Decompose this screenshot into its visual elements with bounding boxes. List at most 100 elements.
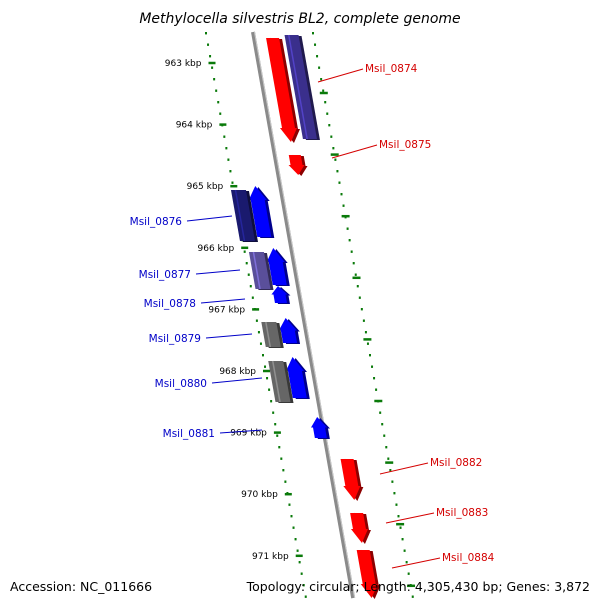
scale-dot-right xyxy=(397,515,400,518)
scale-dot-right xyxy=(314,43,317,46)
gene-label-msil_0874: Msil_0874 xyxy=(365,63,418,75)
scale-dot-right xyxy=(334,158,337,161)
scale-dot-right xyxy=(362,319,365,322)
scale-dot-left xyxy=(259,342,262,345)
scale-dot-right xyxy=(399,526,402,529)
scale-dot-left xyxy=(245,262,248,265)
scale-ticks: 963 kbp 964 kbp 965 kbp 966 kbp 967 kbp 968 k… xyxy=(165,32,416,598)
scale-dot-left xyxy=(300,572,303,575)
scale-tick-label: 963 kbp xyxy=(165,59,202,69)
scale-tick-label: 970 kbp xyxy=(241,490,278,500)
leader-line xyxy=(379,462,429,475)
gene-label-msil_0878: Msil_0878 xyxy=(144,298,196,310)
leader-line xyxy=(186,215,233,222)
scale-dot-left xyxy=(266,377,269,380)
scale-dot-right xyxy=(348,239,351,242)
scale-dot-left xyxy=(288,503,291,506)
scale-dot-right xyxy=(326,112,329,115)
scale-dot-left xyxy=(255,319,258,322)
gene-arrow-msil_0876 xyxy=(248,186,275,238)
cog-bar-msil_0874 xyxy=(284,34,320,140)
gene-arrow-msil_0875 xyxy=(288,154,308,176)
leader-line xyxy=(200,298,246,304)
cog-bar-msil_0877-highlight xyxy=(252,251,261,290)
gene-arrow-msil_0882-highlight xyxy=(343,458,350,487)
scale-dot-right xyxy=(336,170,339,173)
scale-dot-left xyxy=(304,595,307,598)
leader-line xyxy=(317,68,364,83)
scale-dot-left xyxy=(276,434,279,437)
scale-tick-label: 964 kbp xyxy=(176,121,213,131)
gene-arrow-msil_0883-body xyxy=(350,513,368,543)
scale-dot-left xyxy=(302,584,305,587)
gene-arrow-msil_0882-body xyxy=(340,459,361,500)
scale-dot-right xyxy=(383,434,386,437)
gene-arrow-msil_0883-highlight xyxy=(353,512,358,530)
scale-dot-right xyxy=(338,181,341,184)
scale-dot-right xyxy=(401,538,404,541)
scale-dot-left xyxy=(294,538,297,541)
gene-arrow-msil_0879-highlight xyxy=(284,330,288,344)
scale-dot-right xyxy=(350,250,353,253)
scale-dot-left xyxy=(292,526,295,529)
scale-dot-right xyxy=(320,78,323,81)
scale-tick-label: 968 kbp xyxy=(219,367,256,377)
scale-dot-right xyxy=(375,388,378,391)
gene-label-msil_0884: Msil_0884 xyxy=(442,552,495,564)
gene-label-msil_0881: Msil_0881 xyxy=(163,428,215,440)
scale-dot-right xyxy=(393,492,396,495)
scale-dot-left xyxy=(270,400,273,403)
leader-line xyxy=(331,144,378,159)
scale-dot-left xyxy=(249,285,252,288)
map-title: Methylocella silvestris BL2, complete ge… xyxy=(139,11,460,27)
gene-label-msil_0875: Msil_0875 xyxy=(379,139,431,151)
scale-dot-left xyxy=(231,181,234,184)
scale-dot-right xyxy=(332,147,335,150)
scale-dot-right xyxy=(346,227,349,230)
scale-dot-left xyxy=(284,480,287,483)
scale-dot-left xyxy=(219,112,222,115)
scale-tick-label: 966 kbp xyxy=(198,244,235,254)
gene-arrow-msil_0884 xyxy=(356,549,381,599)
cog-bar-msil_0880 xyxy=(268,360,294,403)
scale-dot-left xyxy=(209,55,212,58)
cog-bar-msil_0879 xyxy=(261,321,284,348)
scale-dot-left xyxy=(211,66,214,69)
gene-arrow-msil_0874 xyxy=(266,37,300,143)
gene-arrow-msil_0878 xyxy=(271,286,291,304)
scale-dot-left xyxy=(205,32,207,35)
gene-label-msil_0879: Msil_0879 xyxy=(149,333,201,345)
gene-labels: Msil_0874 Msil_0875 Msil_0876 Msil_0877 Msil… xyxy=(130,63,495,569)
cog-bar-msil_0876-highlight xyxy=(234,189,246,242)
cog-bar-msil_0879-highlight xyxy=(265,321,271,348)
scale-dot-right xyxy=(364,331,367,334)
gene-label-msil_0876: Msil_0876 xyxy=(130,216,183,228)
scale-dot-left xyxy=(264,365,267,368)
scale-dot-right xyxy=(368,354,371,357)
scale-dot-right xyxy=(322,89,325,92)
scale-dot-left xyxy=(296,549,299,552)
scale-dot-right xyxy=(354,273,357,276)
scale-dot-left xyxy=(261,354,264,357)
scale-dot-right xyxy=(330,135,333,138)
scale-dot-left xyxy=(229,170,232,173)
scale-dot-left xyxy=(227,158,230,161)
gene-arrow-msil_0874-highlight xyxy=(269,37,287,129)
gene-label-msil_0877: Msil_0877 xyxy=(139,269,191,281)
scale-dot-right xyxy=(385,446,388,449)
scale-dot-left xyxy=(272,411,275,414)
scale-dot-right xyxy=(405,561,408,564)
scale-tick-label: 967 kbp xyxy=(208,305,245,315)
scale-dot-right xyxy=(356,285,359,288)
scale-dot-right xyxy=(366,342,369,345)
gene-arrow-msil_0876-body xyxy=(248,186,272,237)
gene-arrow-msil_0874-body xyxy=(266,38,297,142)
gene-arrow-msil_0883 xyxy=(350,512,371,544)
scale-dot-right xyxy=(316,55,319,58)
gene-arrow-msil_0881-body xyxy=(311,417,328,438)
genome-stats-text: Topology: circular; Length: 4,305,430 bp… xyxy=(246,579,590,594)
scale-dot-right xyxy=(324,101,327,104)
scale-dot-right xyxy=(407,572,410,575)
accession-text: Accession: NC_011666 xyxy=(10,579,153,594)
